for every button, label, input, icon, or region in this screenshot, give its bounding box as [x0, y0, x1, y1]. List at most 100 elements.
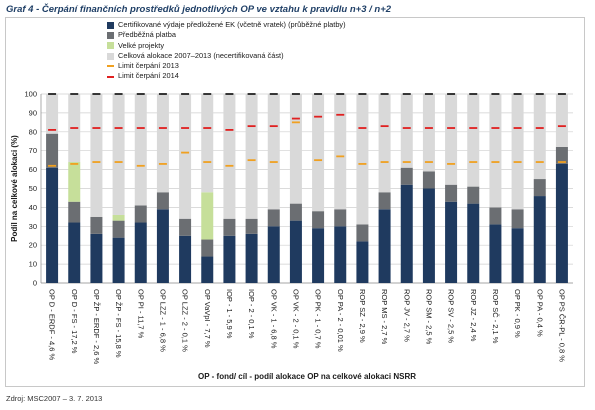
y-tick-label: 70 — [29, 146, 37, 155]
legend-item-certified: Certifikované výdaje předložené EK (včet… — [107, 20, 346, 30]
legend-swatch — [107, 31, 114, 39]
x-tick-label: IOP - 2 - 0,1 % — [247, 289, 256, 339]
bar-segment — [489, 224, 502, 283]
legend-label: Velké projekty — [118, 40, 165, 50]
y-tick-label: 30 — [29, 222, 37, 231]
y-tick-label: 60 — [29, 165, 37, 174]
bar-segment — [267, 94, 280, 210]
y-axis-title: Podíl na celkové alokaci (%) — [10, 135, 19, 242]
legend-label: Celková alokace 2007–2013 (necertifikova… — [118, 50, 284, 60]
x-tick-label: OP LZZ - 2 - 0,1 % — [181, 289, 190, 352]
bar-segment — [68, 162, 81, 202]
legend-item-velke: Velké projekty — [107, 41, 346, 51]
bar-segment — [201, 94, 214, 193]
bar-segment — [90, 94, 103, 217]
bar-segment — [312, 94, 325, 212]
bar-segment — [201, 256, 214, 283]
x-tick-label: OP ŽP - ERDF - 2,6 % — [92, 289, 101, 364]
x-tick-label: OP PI - 11,7 % — [136, 289, 145, 339]
bar-segment — [489, 207, 502, 225]
bar-segment — [156, 94, 169, 193]
x-tick-label: ROP JV - 2,7 % — [402, 289, 411, 342]
bar-segment — [112, 94, 125, 215]
bar-segment — [533, 196, 546, 283]
bar-segment — [223, 235, 236, 283]
bar-segment — [555, 163, 568, 283]
bar-segment — [245, 94, 258, 219]
y-tick-label: 80 — [29, 127, 37, 136]
legend-label: Limit čerpání 2013 — [118, 61, 179, 71]
bar-segment — [68, 201, 81, 223]
bar-segment — [511, 209, 524, 229]
legend-item-limit-2014: Limit čerpání 2014 — [107, 71, 346, 81]
y-tick-label: 100 — [24, 90, 37, 99]
bar-segment — [267, 226, 280, 283]
bar-segment — [467, 203, 480, 283]
x-tick-label: ROP SV - 2,5 % — [447, 289, 456, 343]
bar-segment — [489, 94, 502, 208]
x-tick-label: OP D - ERDF - 4,6 % — [48, 289, 57, 360]
x-tick-label: ROP SZ - 2,9 % — [358, 289, 367, 343]
x-tick-label: ROP SM - 2,5 % — [424, 289, 433, 345]
legend-dash — [107, 75, 114, 78]
x-tick-label: OP PK - 1 - 0,7 % — [314, 289, 323, 349]
x-tick-label: OP PK - 0,9 % — [513, 289, 522, 338]
bar-segment — [46, 167, 59, 283]
bar-segment — [223, 94, 236, 219]
bar-segment — [90, 216, 103, 234]
legend-dash — [107, 65, 114, 68]
bar-segment — [179, 235, 192, 283]
bar-segment — [134, 205, 147, 223]
bar-segment — [245, 218, 258, 234]
bar-segment — [555, 94, 568, 147]
bar-segment — [422, 188, 435, 283]
bar-segment — [289, 220, 302, 283]
x-tick-label: OP PA - 2 - 0,01 % — [336, 289, 345, 352]
legend-label: Limit čerpání 2014 — [118, 71, 179, 81]
bar-segment — [289, 203, 302, 221]
bar-segment — [378, 192, 391, 210]
bar-segment — [267, 209, 280, 227]
y-tick-label: 90 — [29, 108, 37, 117]
x-tick-label: ROP SČ - 2,1 % — [491, 289, 500, 344]
bar-segment — [156, 209, 169, 283]
source-note: Zdroj: MSC2007 – 3. 7. 2013 — [6, 394, 103, 403]
bar-segment — [201, 239, 214, 257]
legend-item-predbezna: Předběžná platba — [107, 30, 346, 40]
y-tick-label: 40 — [29, 203, 37, 212]
bar-segment — [445, 201, 458, 283]
x-tick-label: OP PS ČR-PL - 0,8 % — [557, 289, 566, 362]
bar-segment — [356, 241, 369, 283]
bar-segment — [201, 192, 214, 240]
legend-swatch — [107, 42, 114, 50]
legend-swatch — [107, 52, 114, 60]
bar-segment — [356, 224, 369, 242]
bar-segment — [245, 233, 258, 283]
bar-segment — [68, 222, 81, 283]
bar-segment — [356, 94, 369, 225]
chart-legend: Certifikované výdaje předložené EK (včet… — [107, 20, 346, 82]
legend-item-limit-2013: Limit čerpání 2013 — [107, 61, 346, 71]
x-tick-label: IOP - 1 - 5,9 % — [225, 289, 234, 339]
legend-label: Certifikované výdaje předložené EK (včet… — [118, 20, 346, 29]
x-tick-label: ROP JZ - 2,4 % — [469, 289, 478, 342]
bar-segment — [511, 228, 524, 283]
bar-segment — [400, 184, 413, 283]
x-tick-label: OP ŽP - FS - 15,8 % — [114, 289, 123, 358]
bar-segment — [555, 146, 568, 164]
chart-frame — [5, 17, 585, 387]
legend-swatch — [107, 21, 114, 29]
bar-segment — [422, 171, 435, 189]
bar-segment — [334, 94, 347, 210]
x-tick-label: ROP MS - 2,7 % — [380, 289, 389, 345]
bar-segment — [179, 218, 192, 236]
bar-segment — [422, 94, 435, 172]
y-tick-label: 0 — [33, 279, 37, 288]
bar-segment — [312, 211, 325, 229]
bar-segment — [46, 94, 59, 134]
bar-segment — [223, 218, 236, 236]
bar-segment — [378, 209, 391, 283]
bar-segment — [533, 179, 546, 197]
bar-segment — [289, 94, 302, 204]
